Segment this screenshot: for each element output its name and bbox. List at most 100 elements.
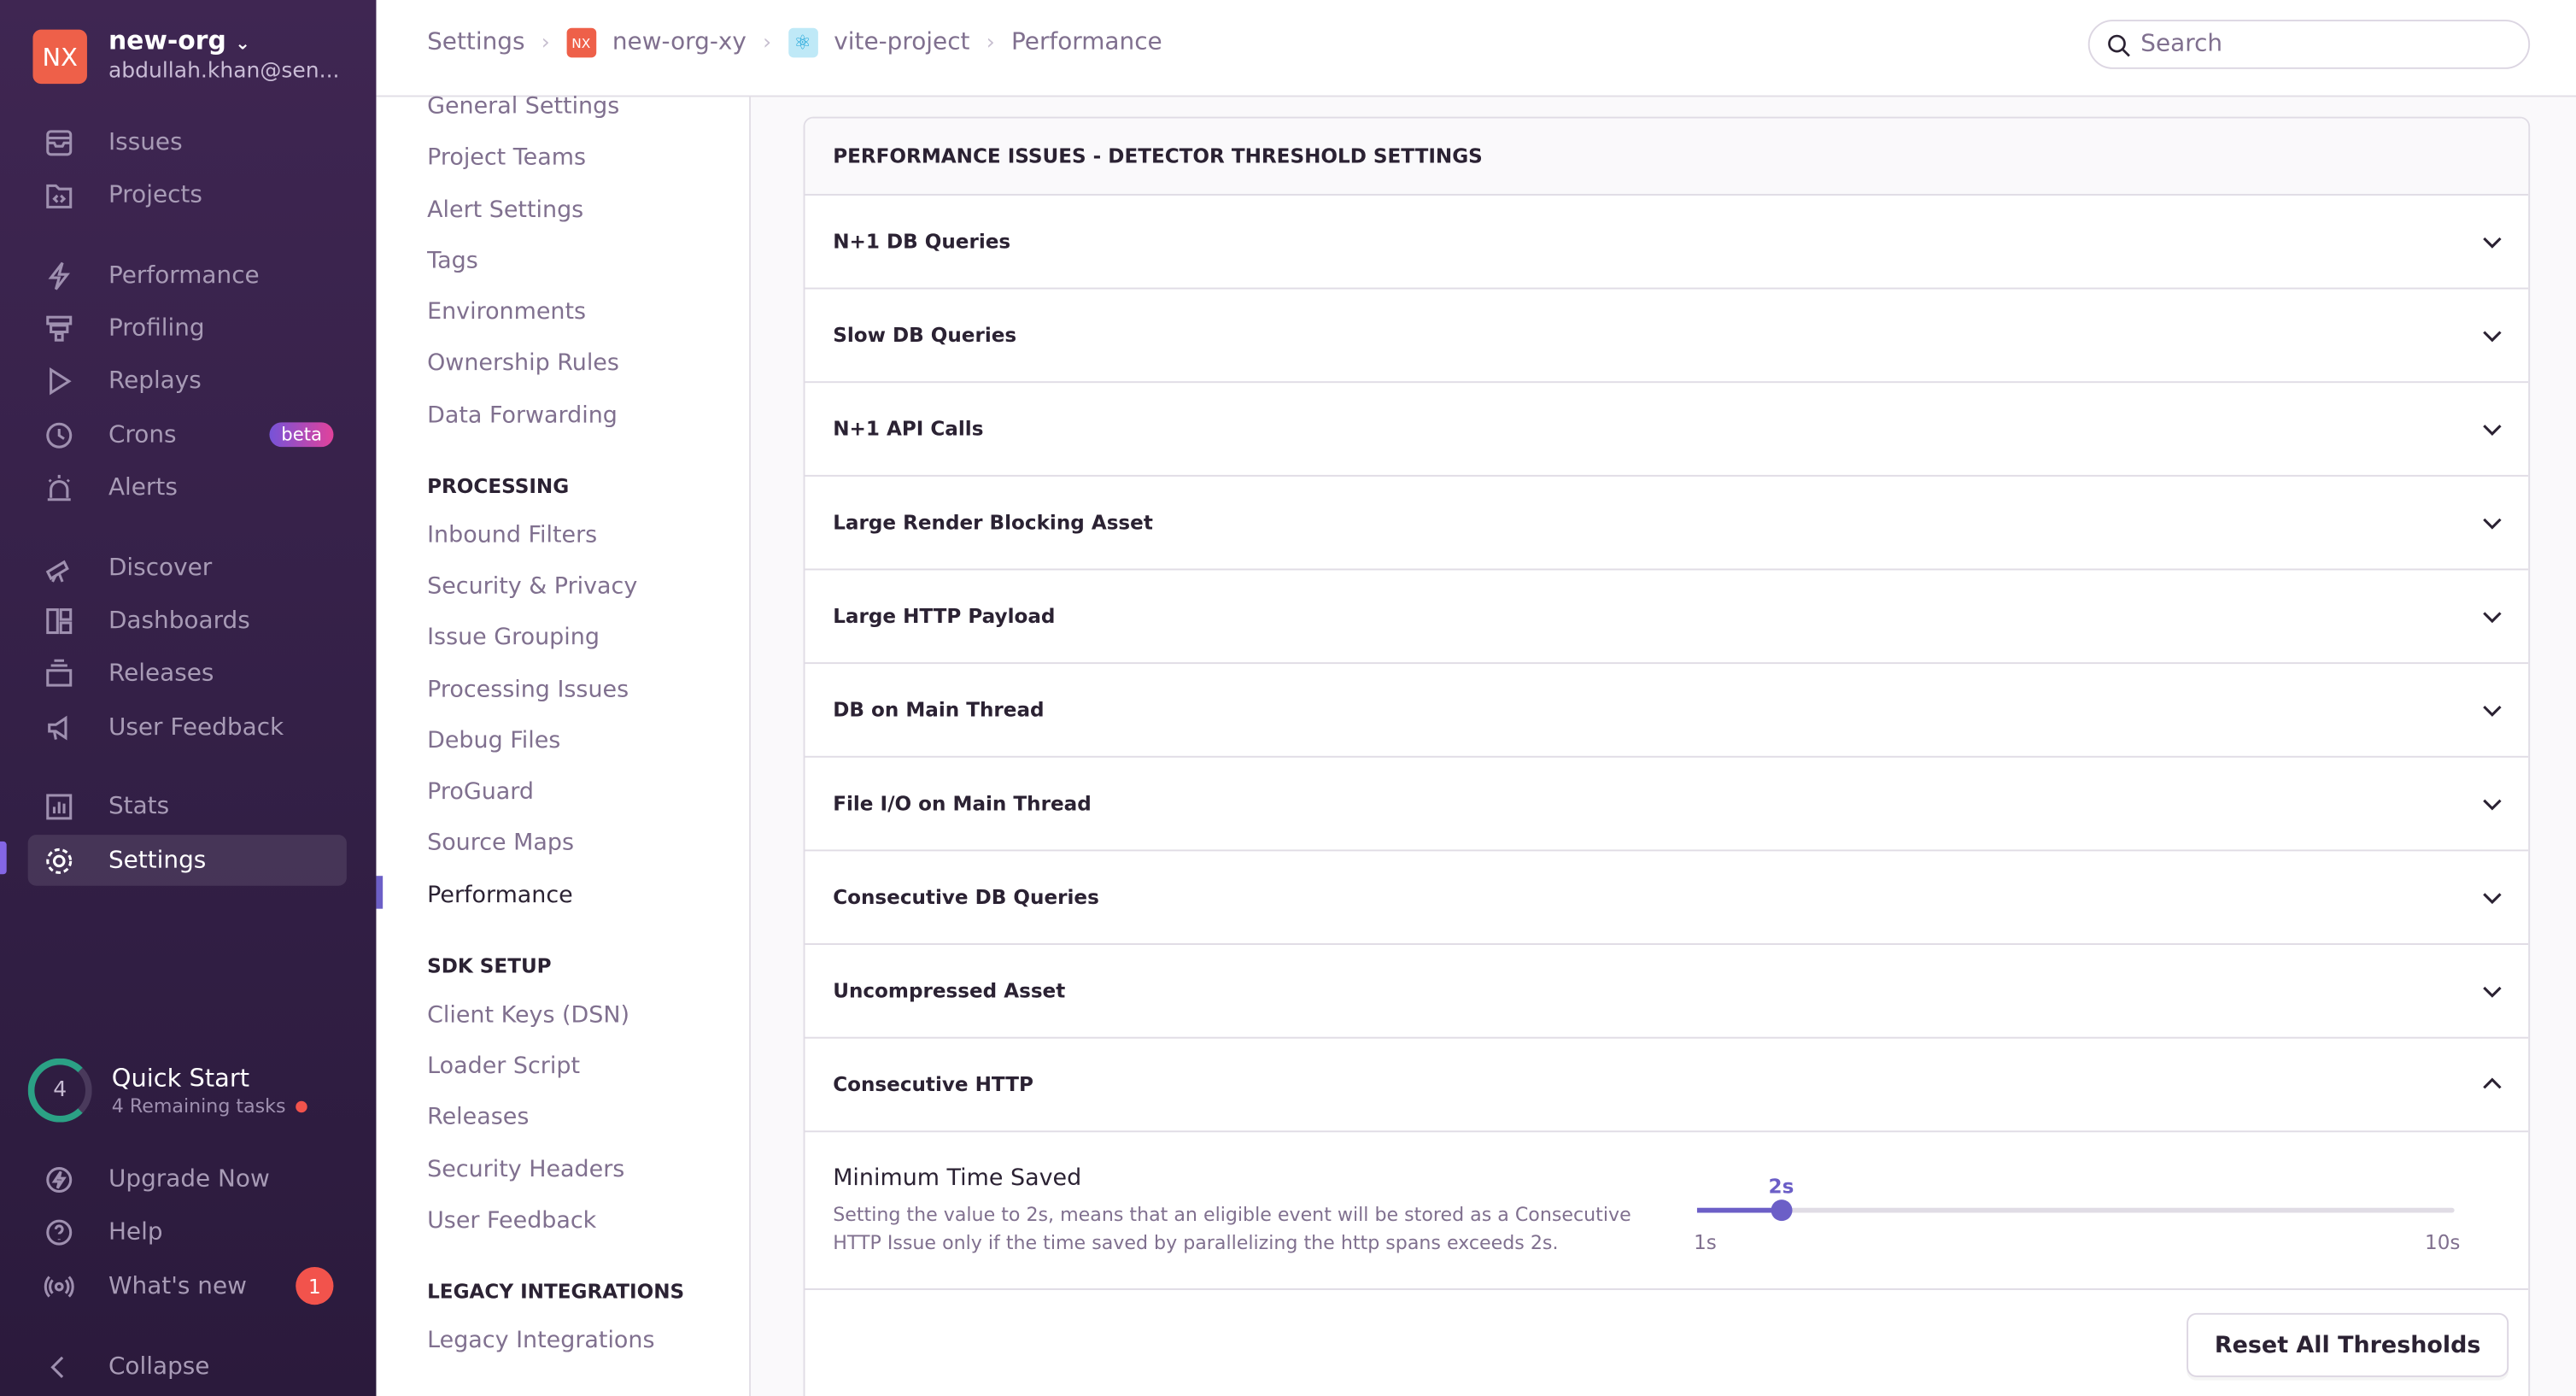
settings-nav-legacy-integrations[interactable]: Legacy Integrations <box>427 1328 655 1354</box>
breadcrumb-org[interactable]: new-org-xy <box>612 29 746 56</box>
settings-nav-loader-script[interactable]: Loader Script <box>427 1053 581 1080</box>
sidebar-item-label: Collapse <box>108 1352 210 1380</box>
chevron-down-icon <box>2483 986 2502 998</box>
chevron-down-icon: ⌄ <box>235 32 250 55</box>
settings-nav-tags[interactable]: Tags <box>427 247 478 274</box>
sidebar-item-dashboards[interactable]: Dashboards <box>28 595 347 646</box>
sidebar-item-what-s-new[interactable]: What's new 1 <box>28 1260 347 1311</box>
settings-nav-section-header: LEGACY INTEGRATIONS <box>427 1280 685 1304</box>
siren-icon <box>47 473 71 501</box>
slider-thumb[interactable] <box>1771 1200 1793 1222</box>
play-icon <box>50 367 72 395</box>
detector-name: DB on Main Thread <box>833 698 1045 722</box>
detector-name: Large HTTP Payload <box>833 604 1056 628</box>
settings-nav-alert-settings[interactable]: Alert Settings <box>427 196 584 223</box>
quick-start-subtitle: 4 Remaining tasks <box>112 1094 307 1117</box>
detector-row[interactable]: Slow DB Queries <box>805 290 2529 384</box>
user-email: abdullah.khan@sen... <box>108 59 340 85</box>
dashboard-icon <box>46 607 73 634</box>
lightning-icon <box>48 261 71 290</box>
chevron-up-icon <box>2483 1077 2502 1089</box>
sidebar-item-collapse[interactable]: Collapse <box>28 1341 347 1393</box>
settings-nav-data-forwarding[interactable]: Data Forwarding <box>427 402 618 429</box>
search-input[interactable]: Search <box>2087 20 2531 69</box>
settings-nav-environments[interactable]: Environments <box>427 299 587 326</box>
detector-name: Consecutive DB Queries <box>833 885 1099 909</box>
slider-min-label: 1s <box>1694 1230 1717 1254</box>
broadcast-icon <box>44 1275 74 1297</box>
active-indicator <box>376 876 383 909</box>
sidebar-item-discover[interactable]: Discover <box>28 543 347 594</box>
beta-badge: beta <box>269 422 334 448</box>
detector-row[interactable]: Consecutive DB Queries <box>805 851 2529 945</box>
releases-icon <box>46 658 73 686</box>
sidebar-item-label: Crons <box>108 421 177 449</box>
sidebar-item-stats[interactable]: Stats <box>28 781 347 832</box>
chevron-right-icon: › <box>541 30 550 56</box>
detector-row[interactable]: File I/O on Main Thread <box>805 758 2529 852</box>
settings-nav-user-feedback[interactable]: User Feedback <box>427 1207 597 1235</box>
sidebar-item-user-feedback[interactable]: User Feedback <box>28 701 347 753</box>
chevron-down-icon <box>2483 893 2502 905</box>
settings-nav-general-settings[interactable]: General Settings <box>427 93 620 120</box>
settings-nav-ownership-rules[interactable]: Ownership Rules <box>427 350 619 377</box>
notification-dot <box>296 1100 307 1113</box>
sidebar-item-profiling[interactable]: Profiling <box>28 302 347 354</box>
org-switcher[interactable]: new-org ⌄ <box>108 26 250 56</box>
react-icon: ⚛ <box>787 27 818 58</box>
detector-row[interactable]: N+1 DB Queries <box>805 196 2529 290</box>
threshold-settings-panel: PERFORMANCE ISSUES - DETECTOR THRESHOLD … <box>803 116 2531 1396</box>
detector-row[interactable]: Uncompressed Asset <box>805 945 2529 1039</box>
issues-icon <box>46 129 73 155</box>
breadcrumb-settings[interactable]: Settings <box>427 29 525 56</box>
settings-nav-security-headers[interactable]: Security Headers <box>427 1156 625 1182</box>
sidebar-item-label: Releases <box>108 660 214 687</box>
org-avatar[interactable]: NX <box>32 29 87 85</box>
detector-name: File I/O on Main Thread <box>833 792 1092 816</box>
quick-start-title[interactable]: Quick Start <box>111 1063 250 1094</box>
sidebar-item-help[interactable]: Help <box>28 1206 347 1258</box>
sidebar-item-releases[interactable]: Releases <box>28 648 347 699</box>
sidebar-item-issues[interactable]: Issues <box>28 117 347 168</box>
slider-track[interactable] <box>1696 1200 2455 1222</box>
settings-nav-security-privacy[interactable]: Security & Privacy <box>427 573 638 601</box>
sidebar-item-projects[interactable]: Projects <box>28 169 347 220</box>
chevron-down-icon <box>2483 612 2502 624</box>
profiling-icon <box>46 314 73 341</box>
settings-nav-releases[interactable]: Releases <box>427 1105 530 1131</box>
detector-row[interactable]: Large Render Blocking Asset <box>805 477 2529 571</box>
remaining-tasks: 4 Remaining tasks <box>111 1094 286 1117</box>
breadcrumb-project[interactable]: vite-project <box>834 29 970 56</box>
detector-row[interactable]: DB on Main Thread <box>805 664 2529 758</box>
sidebar-item-label: Settings <box>108 847 207 874</box>
sidebar-item-settings[interactable]: Settings <box>27 835 347 886</box>
settings-nav-project-teams[interactable]: Project Teams <box>427 144 587 172</box>
gear-icon <box>46 847 73 873</box>
sidebar-item-label: Help <box>108 1218 163 1246</box>
sidebar-item-performance[interactable]: Performance <box>28 249 347 301</box>
detector-row[interactable]: Consecutive HTTP <box>805 1039 2529 1133</box>
settings-nav-performance[interactable]: Performance <box>427 881 573 908</box>
settings-nav-processing-issues[interactable]: Processing Issues <box>427 676 629 703</box>
detector-name: Consecutive HTTP <box>833 1073 1033 1096</box>
sidebar-item-crons[interactable]: Crons beta <box>28 409 347 460</box>
settings-nav-inbound-filters[interactable]: Inbound Filters <box>427 522 598 548</box>
chevron-down-icon <box>2483 518 2502 530</box>
sidebar-item-alerts[interactable]: Alerts <box>28 461 347 513</box>
settings-nav-issue-grouping[interactable]: Issue Grouping <box>427 625 600 652</box>
settings-nav-source-maps[interactable]: Source Maps <box>427 830 575 857</box>
settings-nav-debug-files[interactable]: Debug Files <box>427 727 561 754</box>
sidebar-item-upgrade-now[interactable]: Upgrade Now <box>28 1153 347 1205</box>
settings-nav-client-keys-dsn-[interactable]: Client Keys (DSN) <box>427 1001 630 1029</box>
breadcrumb: Settings › NX new-org-xy › ⚛ vite-project › P… <box>427 27 1162 58</box>
quick-start-progress[interactable]: 4 <box>27 1058 92 1123</box>
sidebar-item-label: Performance <box>108 261 260 289</box>
notification-badge: 1 <box>296 1266 334 1305</box>
settings-nav-proguard[interactable]: ProGuard <box>427 778 534 806</box>
detector-row[interactable]: Large HTTP Payload <box>805 570 2529 665</box>
detector-row[interactable]: N+1 API Calls <box>805 383 2529 477</box>
sidebar-item-label: User Feedback <box>108 713 284 741</box>
reset-all-thresholds-button[interactable]: Reset All Thresholds <box>2187 1312 2509 1377</box>
sidebar-item-replays[interactable]: Replays <box>28 355 347 406</box>
sidebar: NX new-org ⌄ abdullah.khan@sen... Issues… <box>0 0 377 1396</box>
